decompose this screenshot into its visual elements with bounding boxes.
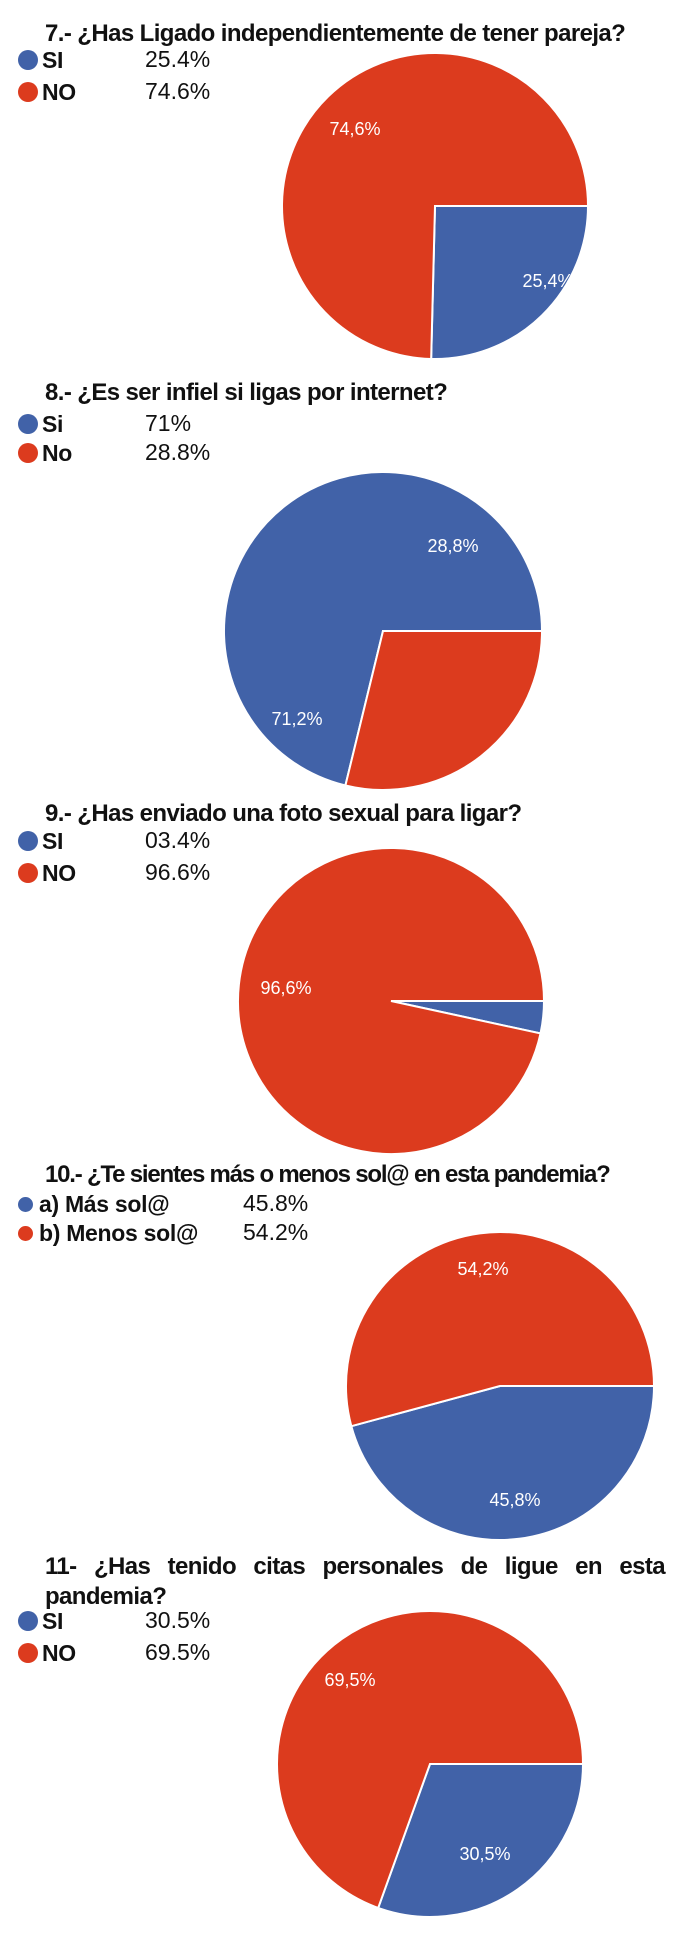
pie-chart-q11: 30,5% 69,5% [276, 1610, 585, 1918]
red-dot-icon [18, 1225, 33, 1241]
pie-slice [237, 847, 546, 1155]
legend-value: 54.2% [243, 1219, 309, 1245]
legend-value: 25.4% [145, 46, 211, 72]
pie-chart-q10: 45,8% 54,2% [345, 1231, 656, 1541]
legend-item-q9-no: NO [18, 859, 76, 887]
legend-label: NO [42, 859, 76, 886]
pie-slice [223, 471, 544, 787]
legend-value: 96.6% [145, 859, 211, 885]
chart-title-q9: 9.- ¿Has enviado una foto sexual para li… [45, 800, 522, 827]
legend-label: No [42, 439, 73, 466]
pie-data-label: 54,2% [457, 1259, 508, 1279]
pie-slice [344, 630, 544, 791]
pie-chart-q7: 25,4% 74,6% [281, 52, 590, 360]
blue-dot-icon [18, 414, 38, 434]
legend-item-q11-si: SI [18, 1607, 63, 1635]
legend-item-q7-si: SI [18, 46, 63, 74]
legend-label: NO [42, 78, 76, 105]
legend-item-q11-no: NO [18, 1639, 76, 1667]
legend-value: 74.6% [145, 78, 211, 104]
legend-label: Si [42, 410, 64, 437]
pie-slice [281, 52, 590, 360]
legend-item-q8-no: No [18, 439, 72, 467]
pie-data-label: 45,8% [489, 1490, 540, 1510]
legend-item-q7-no: NO [18, 78, 76, 106]
pie-data-label: 28,8% [427, 536, 478, 556]
pie-slice [350, 1385, 656, 1541]
legend-value: 30.5% [145, 1607, 211, 1633]
legend-label: a) Más sol@ [39, 1190, 170, 1217]
legend-label: NO [42, 1639, 76, 1666]
pie-data-label: 74,6% [329, 119, 380, 139]
red-dot-icon [18, 443, 38, 463]
legend-label: b) Menos sol@ [39, 1219, 199, 1246]
blue-dot-icon [18, 1611, 38, 1631]
legend-item-q10-menos: b) Menos sol@ [18, 1219, 198, 1247]
legend-item-q10-mas: a) Más sol@ [18, 1190, 170, 1218]
legend-value: 45.8% [243, 1190, 309, 1216]
pie-chart-q9: 96,6% [237, 847, 546, 1155]
pie-slice [276, 1610, 585, 1910]
pie-data-label: 25,4% [522, 271, 573, 291]
legend-value: 69.5% [145, 1639, 211, 1665]
legend-value: 71% [145, 410, 192, 436]
red-dot-icon [18, 1643, 38, 1663]
pie-chart-q8: 71,2% 28,8% [223, 471, 544, 791]
legend-item-q9-si: SI [18, 827, 63, 855]
chart-title-q7: 7.- ¿Has Ligado independientemente de te… [45, 20, 626, 47]
red-dot-icon [18, 863, 38, 883]
pie-slice [376, 1763, 585, 1918]
legend-label: SI [42, 1607, 64, 1634]
chart-title-q11: 11- ¿Has tenido citas personales de ligu… [45, 1553, 666, 1610]
red-dot-icon [18, 82, 38, 102]
legend-label: SI [42, 827, 64, 854]
legend-value: 28.8% [145, 439, 211, 465]
blue-dot-icon [18, 831, 38, 851]
chart-title-q8: 8.- ¿Es ser infiel si ligas por internet… [45, 379, 448, 406]
legend-item-q8-si: Si [18, 410, 63, 438]
pie-data-label: 30,5% [459, 1844, 510, 1864]
pie-data-label: 71,2% [271, 709, 322, 729]
blue-dot-icon [18, 1196, 33, 1212]
pie-slice [430, 205, 590, 360]
legend-label: SI [42, 46, 64, 73]
pie-data-label: 69,5% [324, 1670, 375, 1690]
pie-data-label: 96,6% [260, 978, 311, 998]
blue-dot-icon [18, 50, 38, 70]
pie-slice [345, 1231, 656, 1428]
legend-value: 03.4% [145, 827, 211, 853]
chart-title-q10: 10.- ¿Te sientes más o menos sol@ en est… [45, 1161, 611, 1188]
